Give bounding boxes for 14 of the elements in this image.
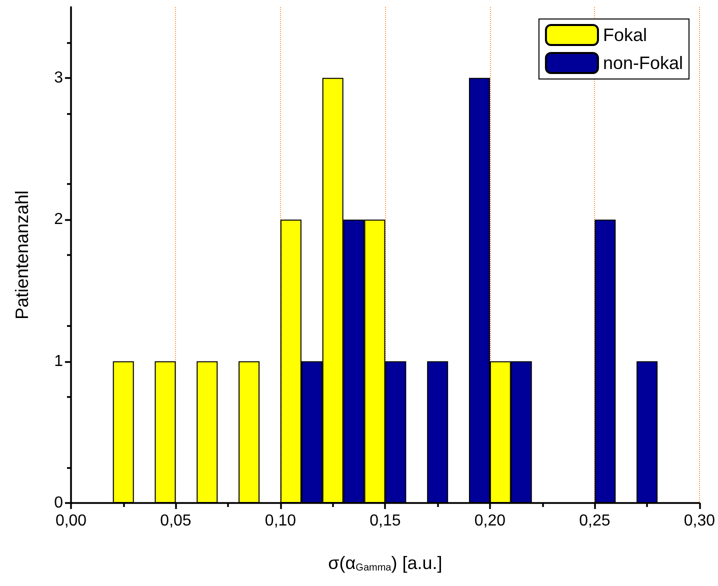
legend-label: Fokal xyxy=(602,25,647,45)
y-axis-title: Patientenanzahl xyxy=(12,190,32,320)
x-tick-label: 0,30 xyxy=(684,512,716,530)
legend-label: non-Fokal xyxy=(602,53,684,73)
x-tick-label: 0,10 xyxy=(264,512,296,530)
x-tick-label: 0,20 xyxy=(474,512,506,530)
x-tick-label: 0,00 xyxy=(55,512,87,530)
y-tick-label: 2 xyxy=(54,211,64,228)
y-tick-label: 1 xyxy=(54,352,64,370)
x-tick-label: 0,15 xyxy=(370,512,401,530)
x-tick-label: 0,25 xyxy=(579,512,610,530)
y-tick-label: 3 xyxy=(54,69,64,86)
y-tick-label: 0 xyxy=(54,494,64,512)
x-tick-label: 0,05 xyxy=(160,512,192,530)
